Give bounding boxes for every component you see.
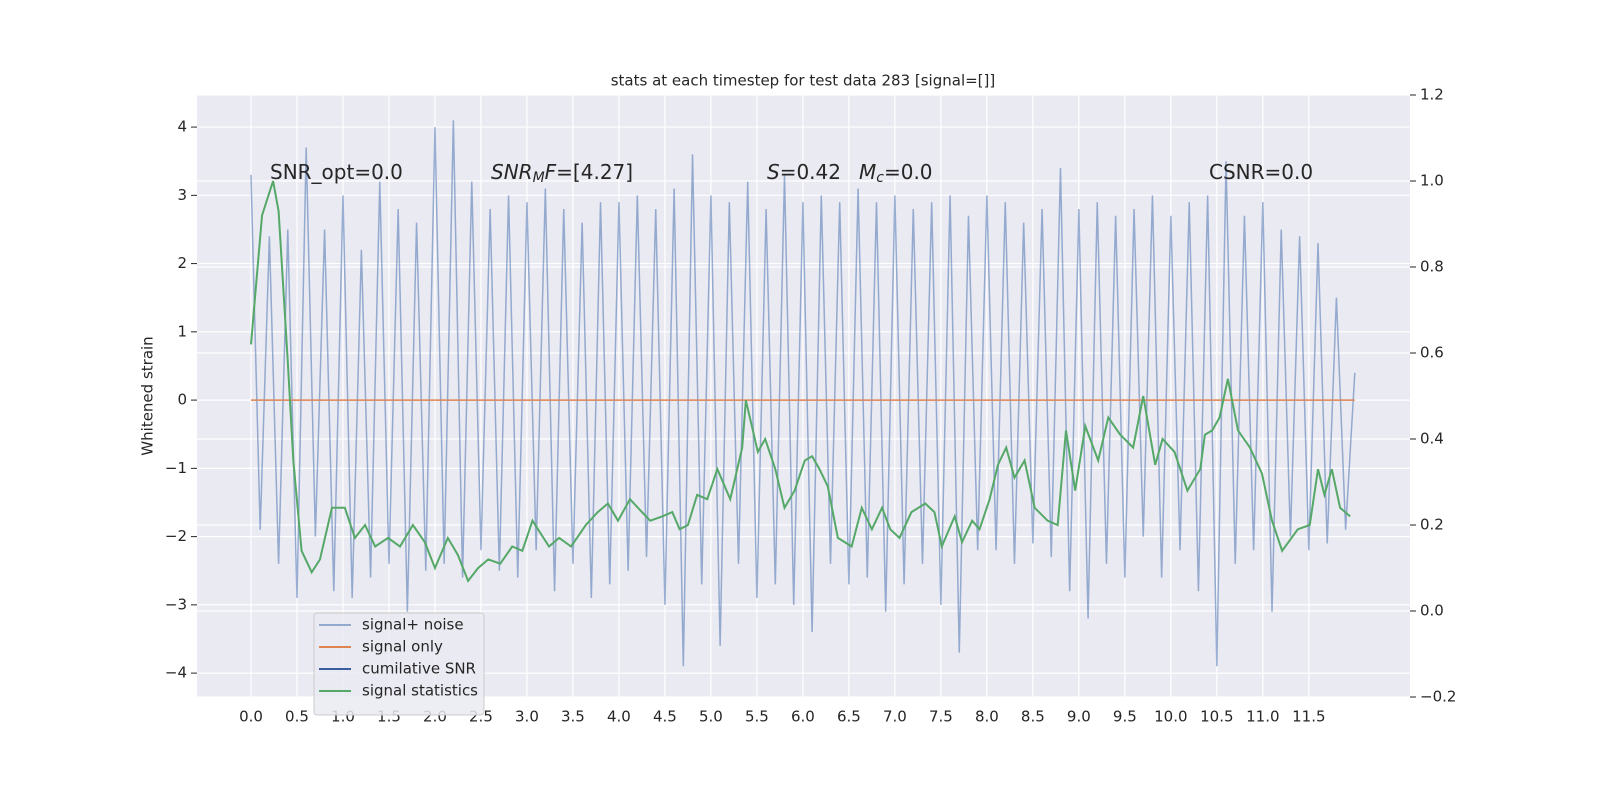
annotation: Mc=0.0 bbox=[859, 160, 933, 187]
x-tick-label: 0.5 bbox=[285, 708, 309, 726]
y-tick-label: −3 bbox=[165, 595, 187, 613]
annotation: S=0.42 bbox=[767, 160, 841, 184]
y2-tick-label: −0.2 bbox=[1420, 688, 1456, 706]
y-tick-label: −2 bbox=[165, 527, 187, 545]
legend-label: signal only bbox=[362, 638, 443, 656]
x-tick-label: 4.5 bbox=[653, 708, 677, 726]
y-tick-label: −4 bbox=[165, 664, 187, 682]
x-tick-label: 9.5 bbox=[1113, 708, 1137, 726]
x-tick-label: 6.5 bbox=[837, 708, 861, 726]
x-tick-label: 8.0 bbox=[975, 708, 999, 726]
x-tick-label: 10.5 bbox=[1200, 708, 1233, 726]
x-tick-label: 7.5 bbox=[929, 708, 953, 726]
legend-label: signal statistics bbox=[362, 682, 478, 700]
series-line bbox=[250, 120, 1356, 667]
x-tick-label: 6.0 bbox=[791, 708, 815, 726]
y2-tick-label: 0.0 bbox=[1420, 602, 1444, 620]
y2-tick-label: 0.8 bbox=[1420, 258, 1444, 276]
annotation: SNRMF=[4.27] bbox=[491, 160, 633, 187]
legend-label: signal+ noise bbox=[362, 616, 464, 634]
y-tick-label: 2 bbox=[177, 254, 187, 272]
legend-label: cumilative SNR bbox=[362, 660, 476, 678]
annotation-part: SNR_opt=0.0 bbox=[270, 160, 403, 184]
annotation-part: c bbox=[876, 170, 884, 186]
x-tick-label: 9.0 bbox=[1067, 708, 1091, 726]
annotation-part: =0.0 bbox=[884, 160, 933, 184]
annotation-part: M bbox=[859, 160, 876, 184]
x-tick-label: 8.5 bbox=[1021, 708, 1045, 726]
y-tick-label: 0 bbox=[177, 391, 187, 409]
annotation: CSNR=0.0 bbox=[1209, 160, 1313, 184]
x-tick-label: 3.5 bbox=[561, 708, 585, 726]
y2-tick-label: 1.2 bbox=[1420, 86, 1444, 104]
y-tick-label: −1 bbox=[165, 459, 187, 477]
x-tick-label: 11.5 bbox=[1292, 708, 1325, 726]
annotation-part: M bbox=[533, 170, 545, 186]
annotation-part: =[4.27] bbox=[556, 160, 633, 184]
x-tick-label: 0.0 bbox=[239, 708, 263, 726]
x-tick-label: 3.0 bbox=[515, 708, 539, 726]
y-tick-label: 4 bbox=[177, 118, 187, 136]
y-tick-label: 3 bbox=[177, 186, 187, 204]
legend-box bbox=[313, 612, 485, 716]
y-tick-label: 1 bbox=[177, 322, 187, 340]
y2-tick-label: 0.6 bbox=[1420, 344, 1444, 362]
x-tick-label: 5.5 bbox=[745, 708, 769, 726]
chart-title: stats at each timestep for test data 283… bbox=[611, 72, 996, 90]
annotation-part: SNR bbox=[491, 160, 533, 184]
x-tick-label: 7.0 bbox=[883, 708, 907, 726]
y2-tick-label: 0.4 bbox=[1420, 430, 1444, 448]
y2-tick-label: 0.2 bbox=[1420, 516, 1444, 534]
x-tick-label: 4.0 bbox=[607, 708, 631, 726]
x-tick-label: 5.0 bbox=[699, 708, 723, 726]
series-line bbox=[249, 180, 1351, 583]
y2-tick-label: 1.0 bbox=[1420, 172, 1444, 190]
x-tick-label: 11.0 bbox=[1246, 708, 1279, 726]
x-tick-label: 10.0 bbox=[1154, 708, 1187, 726]
annotation-part: F bbox=[545, 160, 557, 184]
y-axis-label: Whitened strain bbox=[139, 336, 157, 455]
annotation-part: =0.42 bbox=[780, 160, 841, 184]
annotation: SNR_opt=0.0 bbox=[270, 160, 403, 184]
annotation-part: CSNR=0.0 bbox=[1209, 160, 1313, 184]
annotation-part: S bbox=[767, 160, 780, 184]
